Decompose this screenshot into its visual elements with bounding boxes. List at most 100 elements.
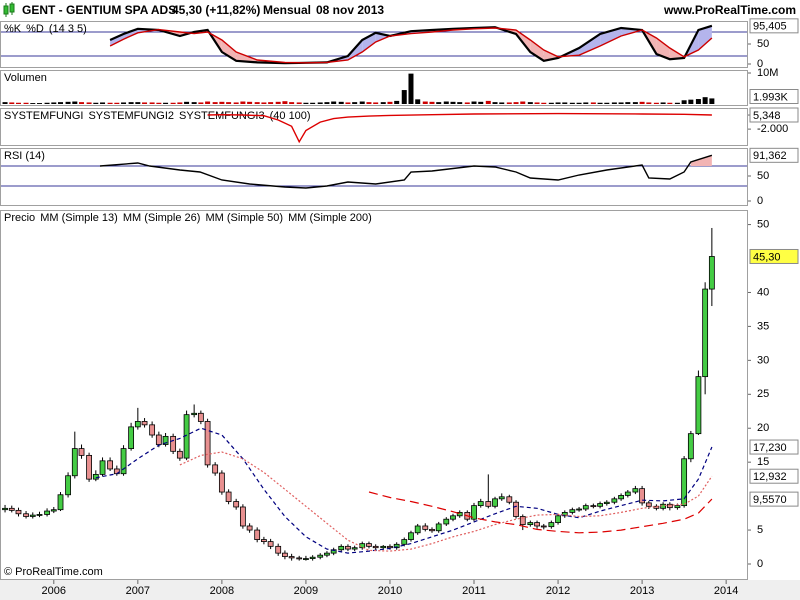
candle-body xyxy=(611,498,618,503)
volume-bar xyxy=(58,102,64,104)
panel-frame xyxy=(0,108,748,146)
volume-bar xyxy=(93,102,99,104)
y-tick-label: 0 xyxy=(757,195,763,207)
volume-bar xyxy=(604,102,610,104)
site: www.ProRealTime.com xyxy=(663,3,796,17)
candle-body xyxy=(506,496,513,503)
candle-body xyxy=(99,460,106,475)
legend-label: %D xyxy=(26,23,44,35)
volume-bar xyxy=(576,102,582,104)
volume-bar xyxy=(142,102,148,104)
fill-band xyxy=(698,25,712,50)
value-box-label: 1.993K xyxy=(753,91,789,103)
candle-body xyxy=(456,512,463,517)
value-box xyxy=(749,491,799,507)
candle-body xyxy=(128,426,135,449)
candle-body xyxy=(443,518,450,525)
candle-body xyxy=(107,460,113,470)
volume-bar xyxy=(688,99,694,104)
candle-body xyxy=(597,503,603,507)
overbought-fill xyxy=(690,155,712,166)
volume-bar xyxy=(541,102,547,104)
volume-bar xyxy=(317,102,323,104)
value-box xyxy=(749,107,799,123)
x-tick-label: 2013 xyxy=(630,585,654,597)
candle-body xyxy=(149,424,156,436)
fill-band xyxy=(221,40,237,61)
volume-bar xyxy=(520,101,526,104)
volume-bar xyxy=(709,98,715,104)
y-tick-label: 30 xyxy=(757,354,769,366)
candle-body xyxy=(414,525,421,534)
volume-bar xyxy=(583,102,589,104)
candle-body xyxy=(387,545,393,549)
volume-bar xyxy=(44,102,50,104)
x-tick-label: 2008 xyxy=(210,585,234,597)
value-box-label: 95,405 xyxy=(753,21,787,33)
copyright: © ProRealTime.com xyxy=(4,566,103,578)
candle-body xyxy=(338,545,345,551)
volume-bar xyxy=(9,102,15,104)
candle-body xyxy=(498,496,505,500)
app-icon xyxy=(3,2,15,17)
volume-bar xyxy=(275,101,281,104)
volume-bar xyxy=(695,99,701,104)
candle-body xyxy=(513,501,519,517)
x-tick-label: 2009 xyxy=(294,585,318,597)
volume-bar xyxy=(401,90,407,104)
panel-frame xyxy=(0,148,748,206)
candle-body xyxy=(225,491,232,502)
candle-body xyxy=(590,505,597,508)
volume-bar xyxy=(219,101,225,104)
value-box-label: 9,5570 xyxy=(753,494,787,506)
volume-bar xyxy=(569,102,575,104)
volume-bar xyxy=(338,101,344,104)
candle-body xyxy=(674,505,681,509)
volume-bar xyxy=(212,102,218,104)
y-tick-label: 5 xyxy=(757,524,763,536)
y-tick-label: 15 xyxy=(757,456,769,468)
candle-body xyxy=(695,376,702,435)
candle-body xyxy=(471,505,477,520)
line xyxy=(179,451,713,552)
candle-body xyxy=(2,507,8,511)
candle-body xyxy=(561,512,568,517)
volume-bar xyxy=(198,102,204,104)
volume-bar xyxy=(499,102,505,104)
value-box xyxy=(749,147,799,163)
candle-body xyxy=(78,448,85,456)
value-box-label: 12,932 xyxy=(753,471,787,483)
volume-bar xyxy=(268,102,274,104)
candle-body xyxy=(141,421,148,426)
line xyxy=(109,24,713,65)
volume-bar xyxy=(527,102,533,104)
candle-body xyxy=(218,472,225,493)
value-box xyxy=(749,468,799,484)
fill-band xyxy=(656,38,670,60)
candle-body xyxy=(170,435,177,452)
candle-body xyxy=(485,501,492,507)
legend-label: MM (Simple 26) xyxy=(123,212,201,224)
candle-body xyxy=(548,522,555,528)
candle-body xyxy=(632,488,639,493)
candle-body xyxy=(204,421,211,466)
candle-body xyxy=(527,522,534,526)
volume-bar xyxy=(394,100,400,104)
volume-bar xyxy=(436,102,442,104)
candle-body xyxy=(408,532,414,540)
candle-body xyxy=(435,523,442,532)
panel-params: (14 3 5) xyxy=(49,23,87,35)
volume-bar xyxy=(191,102,197,104)
panel-frame xyxy=(0,210,748,580)
volume-bar xyxy=(450,101,456,104)
volume-bar xyxy=(303,102,309,104)
volume-bar xyxy=(408,73,414,104)
volume-bar xyxy=(2,102,8,104)
candle-body xyxy=(57,494,64,511)
value-box xyxy=(749,248,799,264)
candle-body xyxy=(120,448,127,475)
y-tick-label: 50 xyxy=(757,38,769,50)
volume-bar xyxy=(443,101,449,104)
y-tick-label: 0 xyxy=(757,558,763,570)
